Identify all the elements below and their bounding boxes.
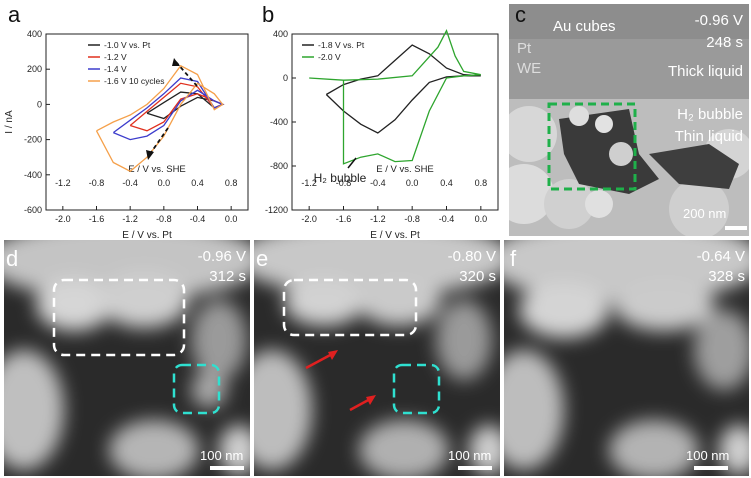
y-tick-label: -400 [24, 170, 42, 180]
x-top-tick-label: -1.2 [55, 178, 71, 188]
x-top-tick-label: 0.8 [225, 178, 238, 188]
scale-bar-label: 200 nm [683, 206, 727, 221]
y-tick-label: 0 [37, 99, 42, 109]
legend-label: -1.4 V [104, 64, 127, 74]
pt-label: Pt [517, 40, 532, 57]
potential-label: -0.64 V [696, 248, 745, 265]
scale-bar [210, 466, 244, 470]
x-tick-label: -1.6 [89, 214, 105, 224]
panel-letter-b: b [262, 2, 275, 27]
legend-label: -1.8 V vs. Pt [318, 40, 365, 50]
dashed-arrow-up [175, 61, 198, 87]
x-tick-label: -1.6 [336, 214, 352, 224]
panel-d-texture [4, 240, 250, 476]
scale-bar [725, 226, 747, 230]
series-line [95, 64, 224, 173]
thick-liquid-label: Thick liquid [667, 63, 743, 80]
arrow-head [146, 150, 154, 160]
panel-e-texture [254, 240, 500, 476]
legend-label: -2.0 V [318, 52, 341, 62]
y-tick-label: 200 [27, 64, 42, 74]
x-tick-label: -1.2 [122, 214, 138, 224]
panel-letter-c: c [515, 4, 526, 27]
y-tick-label: 0 [283, 73, 288, 83]
scale-bar-label: 100 nm [200, 448, 244, 463]
plot-frame [45, 33, 249, 211]
y-tick-label: -200 [24, 135, 42, 145]
x-tick-label: -0.4 [439, 214, 455, 224]
red-arrow-icon [305, 350, 338, 370]
y-tick-label: -800 [270, 161, 288, 171]
x-top-tick-label: 0.4 [440, 178, 453, 188]
time-label: 328 s [708, 268, 745, 285]
series-line [146, 91, 225, 120]
scale-bar-label: 100 nm [686, 448, 730, 463]
red-arrow-icon [349, 395, 376, 412]
h2-bubble-label: H₂ bubble [677, 106, 743, 123]
potential-label: -0.96 V [197, 248, 246, 265]
y-tick-label: -600 [24, 205, 42, 215]
scale-bar [458, 466, 492, 470]
scale-bar-label: 100 nm [448, 448, 492, 463]
dashed-arrow-down [149, 127, 169, 155]
y-tick-label: 400 [273, 29, 288, 39]
panel-letter-d: d [6, 246, 19, 271]
panel-f-sem-image: f -0.64 V 328 s 100 nm [504, 240, 749, 476]
thin-liquid-label: Thin liquid [674, 128, 743, 145]
y-tick-label: 400 [27, 29, 42, 39]
series-line [325, 44, 481, 134]
x-tick-label: 0.0 [475, 214, 488, 224]
time-label: 248 s [706, 34, 743, 51]
x-top-tick-label: 0.8 [475, 178, 488, 188]
x-top-tick-label: -1.2 [301, 178, 317, 188]
x-top-axis-title: E / V vs. SHE [128, 164, 186, 175]
y-tick-label: -400 [270, 117, 288, 127]
x-tick-label: -0.4 [190, 214, 206, 224]
au-cubes-label: Au cubes [553, 18, 616, 35]
panel-f-texture [504, 240, 749, 476]
annotation-arrow [347, 157, 357, 169]
x-tick-label: 0.0 [225, 214, 238, 224]
legend-label: -1.0 V vs. Pt [104, 40, 151, 50]
potential-label: -0.96 V [694, 12, 743, 29]
x-tick-label: -0.8 [156, 214, 172, 224]
x-top-axis-title: E / V vs. SHE [376, 164, 434, 175]
series-line [129, 82, 225, 132]
potential-label: -0.80 V [447, 248, 496, 265]
panel-e-sem-image: e -0.80 V 320 s 100 nm [254, 240, 500, 476]
series-line [112, 77, 225, 141]
arrow-head [172, 58, 180, 66]
x-tick-label: -2.0 [55, 214, 71, 224]
panel-c-sem-image: c Au cubes Pt WE -0.96 V 248 s Thick liq… [509, 4, 749, 236]
panel-d-sem-image: d -0.96 V 312 s 100 nm [4, 240, 250, 476]
x-top-tick-label: 0.0 [406, 178, 419, 188]
x-tick-label: -0.8 [404, 214, 420, 224]
x-top-tick-label: -0.4 [122, 178, 138, 188]
legend-label: -1.6 V 10 cycles [104, 76, 164, 86]
y-axis-title: I / nA [4, 110, 15, 134]
scale-bar [694, 466, 728, 470]
y-tick-label: -1200 [265, 205, 288, 215]
x-tick-label: -1.2 [370, 214, 386, 224]
x-tick-label: -2.0 [301, 214, 317, 224]
panel-letter-f: f [510, 246, 517, 271]
legend-label: -1.2 V [104, 52, 127, 62]
annotation-label: H₂ bubble [314, 171, 367, 185]
time-label: 312 s [209, 268, 246, 285]
x-top-tick-label: -0.4 [370, 178, 386, 188]
x-top-tick-label: -0.8 [89, 178, 105, 188]
time-label: 320 s [459, 268, 496, 285]
x-top-tick-label: -0.8 [336, 178, 352, 188]
plot-frame [291, 33, 499, 211]
x-top-tick-label: 0.4 [191, 178, 204, 188]
panel-c-texture [509, 4, 749, 236]
x-top-tick-label: 0.0 [158, 178, 171, 188]
panel-letter-e: e [256, 246, 269, 271]
panel-letter-a: a [8, 2, 21, 27]
series-line [309, 29, 481, 165]
we-label: WE [517, 60, 542, 77]
